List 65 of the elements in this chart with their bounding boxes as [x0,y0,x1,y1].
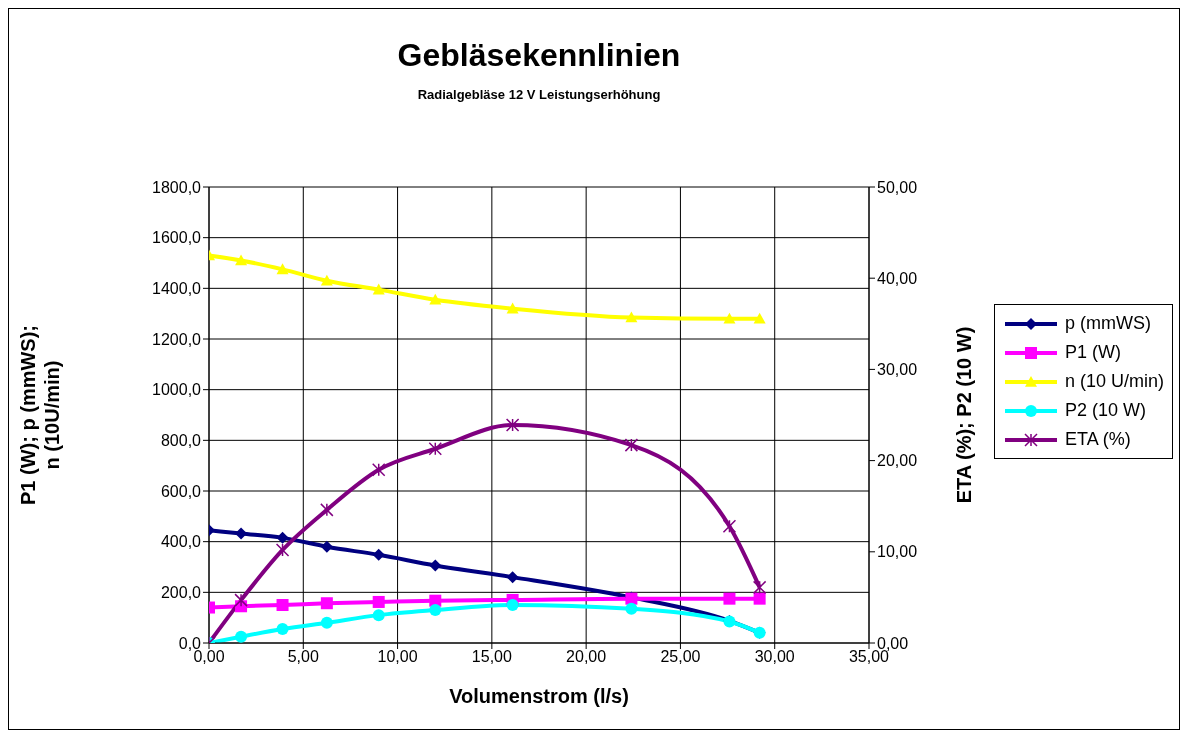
point [320,503,334,517]
y2-tick-label: 40,00 [877,269,918,287]
point [722,519,737,534]
y2-tick-label: 10,00 [877,543,918,561]
y2-tick-label: 0,00 [877,634,909,652]
y-tick-label: 800,0 [160,432,202,450]
y2-tick-label: 50,00 [877,178,918,196]
x-tick-label: 25,00 [660,648,701,666]
point [753,592,766,605]
point [371,462,386,477]
point [753,312,766,324]
point [506,571,519,584]
point [429,293,442,305]
point [320,540,333,553]
y2-axis-title: ETA (%); P2 (10 W) [953,326,975,504]
point [506,302,519,314]
y2-tick-label: 20,00 [877,452,918,470]
point [625,311,638,323]
point [372,283,385,295]
point [235,630,248,643]
x-axis-title: Volumenstrom (l/s) [449,685,629,707]
y-tick-label: 1400,0 [152,280,202,298]
point [275,543,290,557]
legend-label: n (10 U/min) [1065,371,1165,392]
point [506,599,519,611]
legend-label: p (mmWS) [1065,313,1151,334]
point [625,602,638,615]
y-axis-title: P1 (W); p (mmWS); n (10U/min) [17,325,63,505]
point [429,559,442,572]
point [429,604,442,617]
point [505,418,520,432]
chart-subtitle: Radialgebläse 12 V Leistungserhöhung [416,87,662,102]
x-tick-label: 15,00 [471,648,512,666]
point [372,609,385,622]
point [320,616,333,629]
x-tick-label: 10,00 [377,648,418,666]
point [276,623,289,636]
x-tick-label: 20,00 [566,648,607,666]
legend-label: ETA (%) [1065,429,1131,450]
y-tick-label: 1800,0 [152,178,202,196]
point [320,597,333,610]
point [276,599,289,611]
point [276,263,289,275]
x-tick-label: 5,00 [287,648,319,666]
point [320,274,333,286]
y-tick-label: 1200,0 [152,330,202,348]
point [234,593,248,607]
point [372,595,385,608]
legend-label: P2 (10 W) [1065,400,1147,421]
point [624,438,639,452]
chart-title: Gebläsekennlinien [396,37,682,74]
point [428,441,443,456]
y-tick-label: 600,0 [160,482,202,500]
y-tick-label: 1600,0 [152,229,202,247]
point [752,580,767,595]
legend-label: P1 (W) [1065,342,1121,363]
point [723,592,736,605]
point [372,548,385,561]
y-tick-label: 200,0 [160,584,202,602]
x-tick-label: 30,00 [754,648,795,666]
y-tick-label: 1000,0 [152,381,202,399]
y2-tick-label: 30,00 [877,361,918,379]
point [723,312,736,324]
y-tick-label: 400,0 [160,533,202,551]
point [235,254,248,266]
